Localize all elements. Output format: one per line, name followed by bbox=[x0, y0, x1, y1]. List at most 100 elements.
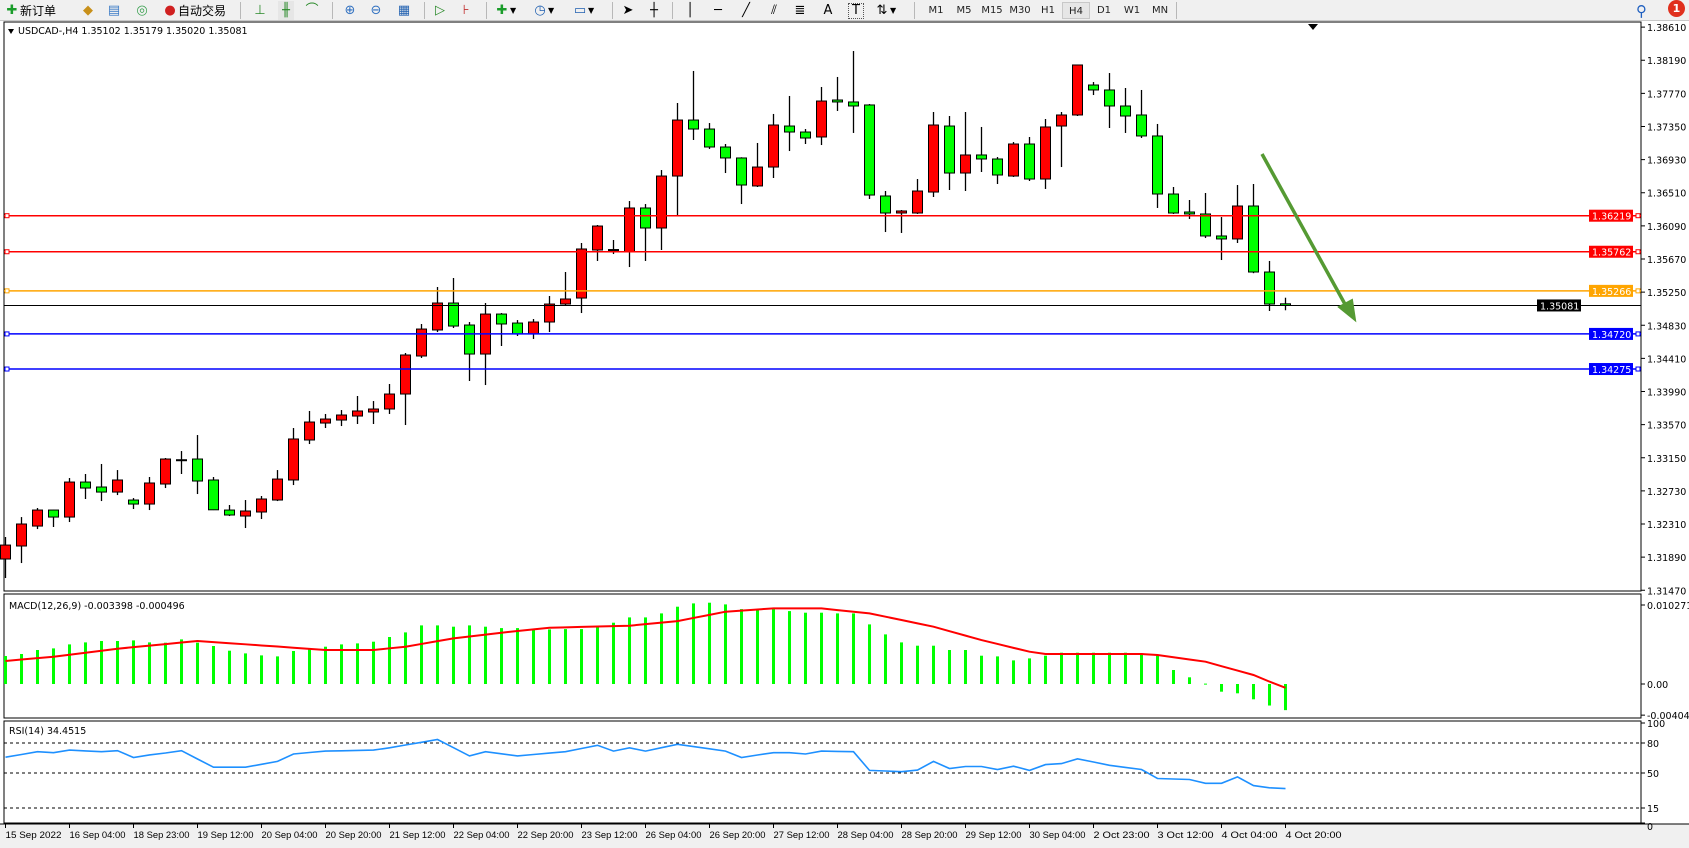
auto-trade-button[interactable]: ● 自动交易 bbox=[162, 1, 226, 20]
candle bbox=[1248, 183, 1259, 274]
indicators-button[interactable]: ✚ ▼ bbox=[494, 1, 517, 20]
time-label: 29 Sep 12:00 bbox=[966, 830, 1022, 840]
candle bbox=[496, 313, 507, 346]
candle-body-up bbox=[1232, 205, 1243, 240]
macd-histogram-bar bbox=[916, 645, 919, 684]
candle-body-up bbox=[288, 438, 299, 481]
timeframe-d1[interactable]: D1 bbox=[1096, 5, 1112, 16]
candle-body-up bbox=[752, 166, 763, 187]
candlestick-button[interactable]: ╫ bbox=[278, 1, 294, 20]
chart-shift-marker-icon[interactable] bbox=[1308, 24, 1318, 30]
zoom-out-button[interactable]: ⊖ bbox=[368, 1, 384, 20]
horizontal-line-button[interactable]: ─ bbox=[710, 1, 726, 20]
trendline-button[interactable]: ╱ bbox=[738, 1, 754, 20]
candle-body-up bbox=[960, 154, 971, 174]
vertical-line-button[interactable]: │ bbox=[682, 1, 698, 20]
crosshair-button[interactable]: ┼ bbox=[646, 1, 662, 20]
macd-histogram-bar bbox=[1028, 658, 1031, 684]
candle bbox=[1008, 142, 1019, 177]
candle bbox=[1232, 185, 1243, 243]
level-handle[interactable] bbox=[4, 331, 10, 337]
tile-windows-button[interactable]: ▦ bbox=[396, 1, 412, 20]
level-handle[interactable] bbox=[1635, 331, 1641, 337]
time-label: 22 Sep 04:00 bbox=[454, 830, 510, 840]
trend-arrow-line[interactable] bbox=[1260, 153, 1348, 307]
macd-histogram-bar bbox=[340, 644, 343, 684]
arrow-head-icon bbox=[1337, 298, 1357, 323]
text-button[interactable]: A bbox=[820, 1, 836, 20]
macd-histogram-bar bbox=[740, 609, 743, 684]
zoom-in-button[interactable]: ⊕ bbox=[342, 1, 358, 20]
bar-chart-button[interactable]: ⊥ bbox=[252, 1, 268, 20]
level-handle[interactable] bbox=[1635, 366, 1641, 372]
arrows-button[interactable]: ⇅ ▼ bbox=[874, 1, 897, 20]
timeframe-h1[interactable]: H1 bbox=[1041, 5, 1055, 16]
level-handle[interactable] bbox=[4, 288, 10, 294]
macd-histogram-bar bbox=[1140, 654, 1143, 684]
timeframe-h4[interactable]: H4 bbox=[1062, 2, 1090, 19]
new-order-button[interactable]: ✚ 新订单 bbox=[4, 1, 56, 20]
cursor-button[interactable]: ➤ bbox=[620, 1, 636, 20]
autoscroll-icon: ▷ bbox=[435, 2, 445, 18]
templates-button[interactable]: ▭ ▼ bbox=[572, 1, 594, 20]
timeframe-m15[interactable]: M15 bbox=[981, 5, 1003, 16]
candle bbox=[736, 157, 747, 205]
level-handle[interactable] bbox=[4, 213, 10, 219]
candle-body-down bbox=[1120, 105, 1131, 117]
macd-histogram-bar bbox=[468, 625, 471, 684]
macd-histogram-bar bbox=[1268, 684, 1271, 706]
timeframe-m30[interactable]: M30 bbox=[1009, 5, 1031, 16]
time-label: 30 Sep 04:00 bbox=[1030, 830, 1086, 840]
candle-body-up bbox=[928, 124, 939, 193]
search-button[interactable]: ⚲ bbox=[1636, 1, 1647, 20]
candle bbox=[704, 123, 715, 149]
line-chart-button[interactable]: ⌒ bbox=[304, 1, 320, 20]
candle-body-up bbox=[256, 498, 267, 513]
candle bbox=[144, 476, 155, 511]
signals-button[interactable]: ◎ bbox=[134, 1, 150, 20]
navigator-button[interactable]: ▤ bbox=[106, 1, 122, 20]
timeframe-m1[interactable]: M1 bbox=[928, 5, 944, 16]
time-label: 18 Sep 23:00 bbox=[134, 830, 190, 840]
macd-histogram-bar bbox=[452, 626, 455, 684]
level-price-label: 1.34720 bbox=[1592, 330, 1631, 341]
level-handle[interactable] bbox=[4, 366, 10, 372]
periods-button[interactable]: ◷ ▼ bbox=[532, 1, 554, 20]
candle-body-down bbox=[848, 101, 859, 107]
macd-histogram-bar bbox=[1204, 683, 1207, 685]
chart-shift-button[interactable]: ⊦ bbox=[458, 1, 474, 20]
level-handle[interactable] bbox=[1635, 249, 1641, 255]
macd-histogram-bar bbox=[948, 650, 951, 684]
candle bbox=[256, 496, 267, 520]
notification-badge[interactable]: 1 bbox=[1668, 0, 1685, 17]
text-label-button[interactable]: T bbox=[848, 1, 864, 20]
chart-window[interactable]: 1.38610 1.38190 1.37770 1.37350 1.36930 1.365… bbox=[0, 21, 1689, 848]
price-tick-label: 1.38610 bbox=[1647, 23, 1686, 34]
price-tick-label: 1.37350 bbox=[1647, 122, 1686, 133]
market-watch-button[interactable]: ◆ bbox=[80, 1, 96, 20]
timeframe-w1[interactable]: W1 bbox=[1123, 5, 1141, 16]
candle-body-up bbox=[304, 421, 315, 441]
candle bbox=[1056, 111, 1067, 168]
autoscroll-button[interactable]: ▷ bbox=[432, 1, 448, 20]
candle-body-up bbox=[16, 523, 27, 547]
candle bbox=[1136, 89, 1147, 139]
level-handle[interactable] bbox=[1635, 213, 1641, 219]
candle bbox=[832, 76, 843, 111]
timeframe-mn[interactable]: MN bbox=[1151, 5, 1169, 16]
macd-histogram-bar bbox=[20, 654, 23, 684]
candle-body-down bbox=[1088, 84, 1099, 91]
price-tick-label: 1.32730 bbox=[1647, 487, 1686, 498]
separator bbox=[1176, 2, 1177, 19]
fibonacci-button[interactable]: ≣ bbox=[792, 1, 808, 20]
time-label: 19 Sep 12:00 bbox=[198, 830, 254, 840]
candle-body-up bbox=[896, 210, 907, 214]
level-handle[interactable] bbox=[1635, 288, 1641, 294]
macd-histogram-bar bbox=[708, 602, 711, 684]
equidistant-channel-icon: ⫽ bbox=[771, 2, 777, 18]
equidistant-channel-button[interactable]: ⫽ bbox=[766, 1, 782, 20]
macd-histogram-bar bbox=[820, 612, 823, 684]
timeframe-m5[interactable]: M5 bbox=[956, 5, 972, 16]
level-handle[interactable] bbox=[4, 249, 10, 255]
macd-histogram-bar bbox=[804, 612, 807, 684]
